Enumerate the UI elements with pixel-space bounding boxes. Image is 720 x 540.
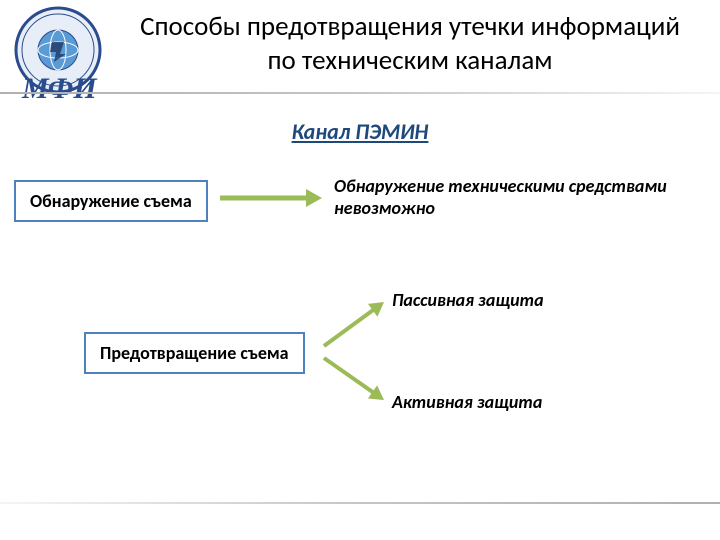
impossible-label: Обнаружение техническими средствами нево… xyxy=(334,176,667,219)
footer-divider xyxy=(0,502,720,504)
arrow-detection-to-impossible xyxy=(200,178,342,218)
detection-box: Обнаружение съема xyxy=(14,180,208,222)
slide-title: Способы предотвращения утечки информаций… xyxy=(130,10,690,78)
impossible-label-line1: Обнаружение техническими средствами xyxy=(334,175,667,197)
arrow-prevention-to-active xyxy=(304,338,404,420)
passive-label: Пассивная защита xyxy=(392,290,544,312)
prevention-box-label: Предотвращение съема xyxy=(100,342,289,364)
svg-text:МФИ: МФИ xyxy=(21,72,98,105)
detection-box-label: Обнаружение съема xyxy=(30,190,192,212)
active-label: Активная защита xyxy=(392,392,542,414)
prevention-box: Предотвращение съема xyxy=(84,332,305,374)
impossible-label-line2: невозможно xyxy=(334,197,435,219)
slide-subtitle: Канал ПЭМИН xyxy=(0,118,720,145)
institution-logo: МФИ xyxy=(8,6,108,106)
title-underline xyxy=(0,92,720,94)
